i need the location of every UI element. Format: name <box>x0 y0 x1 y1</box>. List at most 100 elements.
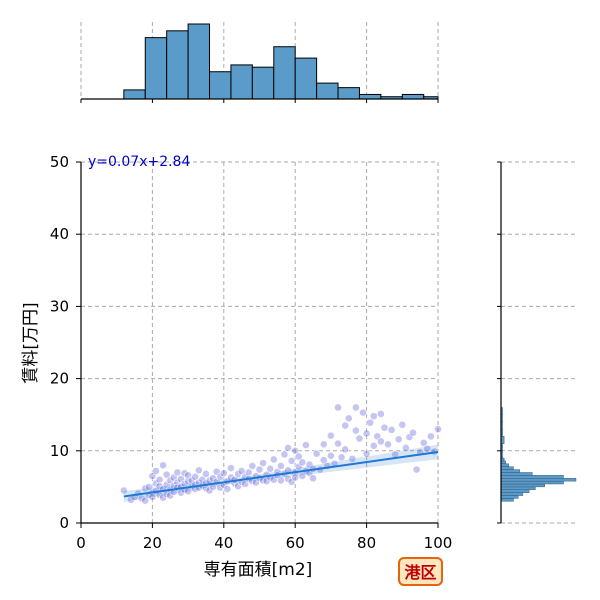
y-hist-bar <box>500 469 520 473</box>
scatter-point <box>387 425 396 434</box>
district-badge-box <box>398 557 443 586</box>
scatter-point <box>291 446 300 455</box>
scatter-point <box>319 440 328 449</box>
x-tick-label: 60 <box>286 534 305 552</box>
y-tick-label: 30 <box>50 297 69 315</box>
y-tick-label: 0 <box>59 514 69 532</box>
scatter-point <box>369 412 378 421</box>
scatter-point <box>359 408 367 417</box>
scatter-point <box>341 445 350 454</box>
x-hist-bar <box>273 46 296 100</box>
scatter-point <box>294 452 303 461</box>
scatter-point <box>255 465 264 474</box>
district-badge: 港区 <box>398 557 443 586</box>
scatter-point <box>202 470 210 478</box>
scatter-point <box>244 468 253 477</box>
scatter-point <box>266 464 275 473</box>
scatter-point <box>369 441 378 450</box>
scatter-point <box>287 457 296 465</box>
y-hist-bar <box>500 495 519 499</box>
scatter-point <box>362 429 371 438</box>
x-hist-bar <box>337 87 360 100</box>
y-tick-label: 40 <box>50 225 69 243</box>
scatter-point <box>434 425 442 434</box>
scatter-point <box>394 435 403 444</box>
y-marginal-histogram <box>497 161 578 524</box>
scatter-point <box>284 444 292 452</box>
scatter-point <box>298 458 307 467</box>
scatter-point <box>259 459 267 467</box>
scatter-point <box>366 418 375 427</box>
x-hist-bar <box>187 23 211 100</box>
y-tick-label: 50 <box>50 153 69 171</box>
y-hist-bar <box>500 460 506 464</box>
x-hist-bar <box>230 64 253 100</box>
scatter-point <box>191 472 200 481</box>
y-hist-bar <box>500 483 545 488</box>
x-hist-bar <box>294 57 318 100</box>
scatter-point <box>277 462 285 470</box>
scatter-point <box>355 434 364 443</box>
scatter-point <box>426 432 435 441</box>
scatter-point <box>334 439 342 448</box>
scatter-point <box>152 467 160 475</box>
scatter-point <box>155 475 164 484</box>
scatter-point <box>312 449 321 458</box>
x-tick-label: 0 <box>76 534 86 552</box>
x-hist-bar <box>316 82 339 100</box>
regression-equation-label: y=0.07x+2.84 <box>88 154 190 170</box>
y-hist-bar <box>500 472 533 476</box>
x-tick-label: 100 <box>424 534 453 552</box>
y-axis-label: 賃料[万円] <box>21 302 41 383</box>
scatter-point <box>334 403 342 412</box>
scatter-point <box>384 440 392 449</box>
scatter-point <box>162 470 171 479</box>
scatter-point <box>159 461 168 470</box>
scatter-point <box>351 403 360 412</box>
x-hist-bar <box>144 37 168 100</box>
scatter-point <box>362 449 371 458</box>
regression-line <box>123 450 439 498</box>
scatter-point <box>223 485 232 493</box>
x-hist-bar <box>166 30 189 100</box>
x-hist-bar <box>358 93 382 100</box>
main-scatter-plot: 0 20 40 60 80 100 0 10 20 30 40 50 <box>50 153 452 552</box>
scatter-point <box>344 414 353 423</box>
x-marginal-histogram <box>80 22 439 103</box>
scatter-point <box>376 410 385 418</box>
scatter-point <box>280 450 289 459</box>
y-hist-bar <box>500 466 514 470</box>
x-axis-label: 専有面積[m2] <box>204 560 313 580</box>
scatter-point <box>348 454 357 463</box>
x-tick-label: 20 <box>143 534 162 552</box>
scatter-point <box>376 437 385 446</box>
x-hist-bar <box>251 66 275 100</box>
x-hist-bar <box>209 71 232 100</box>
y-tick-label: 10 <box>50 442 69 460</box>
y-hist-bar <box>500 489 530 493</box>
x-hist-bar <box>123 89 146 100</box>
scatter-point <box>302 441 310 449</box>
y-hist-bar <box>500 492 524 496</box>
scatter-point <box>337 453 346 462</box>
y-tick-label: 20 <box>50 370 69 388</box>
scatter-point <box>419 438 428 447</box>
scatter-point <box>194 466 203 475</box>
scatter-point <box>309 474 317 483</box>
x-tick-label: 80 <box>357 534 376 552</box>
y-hist-bar <box>500 463 510 467</box>
scatter-point <box>380 423 389 432</box>
scatter-point <box>326 451 335 460</box>
scatter-point <box>351 426 360 435</box>
scatter-point <box>144 482 153 491</box>
x-hist-bar <box>401 93 425 100</box>
scatter-point <box>319 456 328 465</box>
scatter-point <box>341 421 350 430</box>
scatter-point <box>423 444 432 453</box>
x-tick-label: 40 <box>214 534 233 552</box>
scatter-point <box>412 465 421 474</box>
scatter-point <box>269 455 278 464</box>
y-hist-bar <box>500 486 536 490</box>
